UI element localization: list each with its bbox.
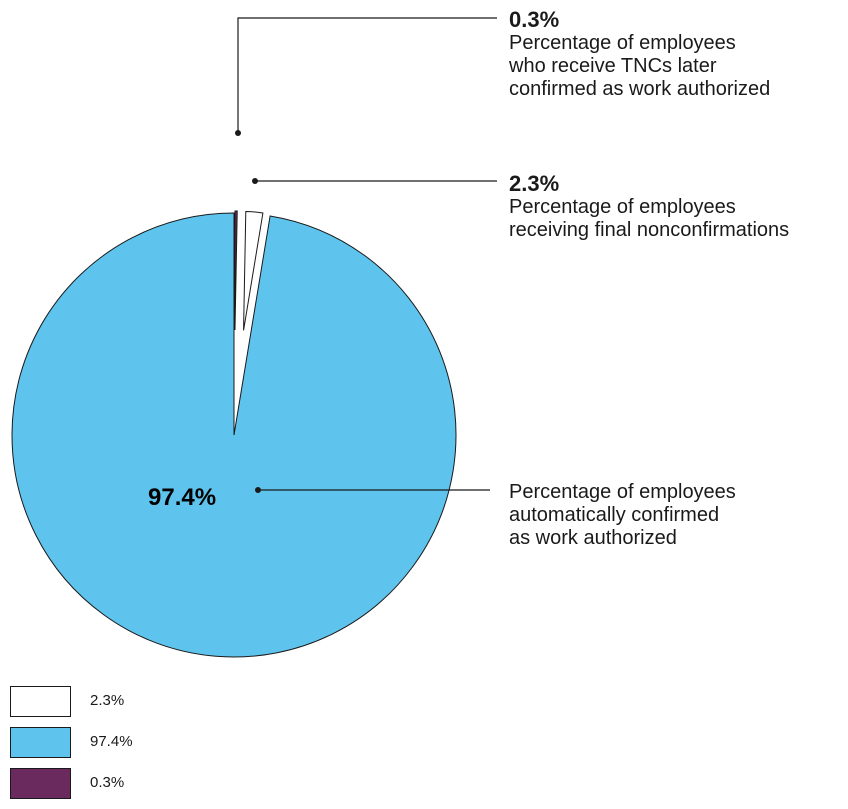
annotation-tnc: 0.3% Percentage of employees who receive… bbox=[509, 8, 770, 101]
legend-swatch-tnc bbox=[10, 768, 71, 799]
annotation-final-line-1: Percentage of employees bbox=[509, 196, 736, 218]
annotation-confirmed-line-1: Percentage of employees bbox=[509, 481, 736, 503]
annotation-confirmed: Percentage of employees automatically co… bbox=[509, 481, 736, 550]
annotation-confirmed-line-3: as work authorized bbox=[509, 527, 677, 549]
legend-label-final: 2.3% bbox=[90, 692, 125, 709]
annotation-confirmed-line-2: automatically confirmed bbox=[509, 504, 720, 526]
pie-slice-confirmed bbox=[11, 212, 457, 658]
legend-label-confirmed: 97.4% bbox=[90, 733, 133, 750]
pie-slices bbox=[11, 210, 457, 658]
annotation-tnc-percent: 0.3% bbox=[509, 7, 560, 32]
confirmed-data-label: 97.4% bbox=[148, 484, 216, 511]
annotation-final-line-2: receiving final nonconfirmations bbox=[509, 219, 790, 241]
legend-label-tnc: 0.3% bbox=[90, 774, 125, 791]
annotation-tnc-line-1: Percentage of employees bbox=[509, 32, 736, 54]
annotation-tnc-line-2: who receive TNCs later bbox=[509, 55, 717, 77]
annotation-final: 2.3% Percentage of employees receiving f… bbox=[509, 172, 789, 242]
leader-line-tnc bbox=[237, 17, 497, 133]
legend-swatch-final bbox=[10, 686, 71, 717]
annotation-tnc-line-3: confirmed as work authorized bbox=[509, 78, 771, 100]
legend-swatch-confirmed bbox=[10, 727, 71, 758]
leader-lines bbox=[235, 17, 497, 493]
pie-slice-tnc bbox=[234, 210, 238, 331]
annotation-final-percent: 2.3% bbox=[509, 171, 560, 196]
pie-slice-final bbox=[243, 210, 264, 331]
